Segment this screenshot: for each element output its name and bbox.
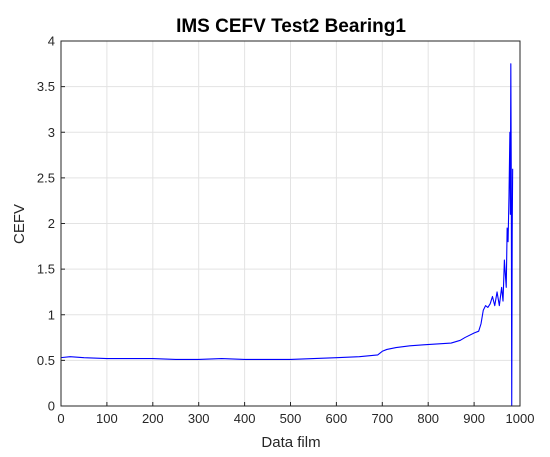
x-tick-label: 400 [234, 411, 256, 426]
y-tick-label: 2 [48, 216, 55, 231]
y-tick-label: 1 [48, 307, 55, 322]
x-tick-label: 300 [188, 411, 210, 426]
y-tick-label: 0.5 [37, 353, 55, 368]
x-tick-label: 600 [326, 411, 348, 426]
x-tick-label: 700 [371, 411, 393, 426]
y-tick-label: 2.5 [37, 170, 55, 185]
x-tick-label: 100 [96, 411, 118, 426]
x-tick-label: 1000 [506, 411, 535, 426]
y-tick-label: 3.5 [37, 79, 55, 94]
x-tick-label: 900 [463, 411, 485, 426]
series-line [60, 63, 514, 407]
x-tick-label: 0 [57, 411, 64, 426]
x-tick-label: 500 [280, 411, 302, 426]
y-axis-label: CEFV [11, 204, 28, 244]
x-tick-label: 800 [417, 411, 439, 426]
ticks: 0 100 200 300 400 500 600 700 800 900 1000 0 0.5 1 1.5… [37, 34, 535, 427]
x-axis-label: Data film [261, 434, 320, 451]
y-tick-label: 4 [48, 34, 55, 49]
x-tick-label: 200 [142, 411, 164, 426]
y-tick-label: 3 [48, 125, 55, 140]
chart-title: IMS CEFV Test2 Bearing1 [176, 16, 406, 37]
y-tick-label: 0 [48, 399, 55, 414]
series-group [60, 63, 514, 407]
y-tick-label: 1.5 [37, 262, 55, 277]
